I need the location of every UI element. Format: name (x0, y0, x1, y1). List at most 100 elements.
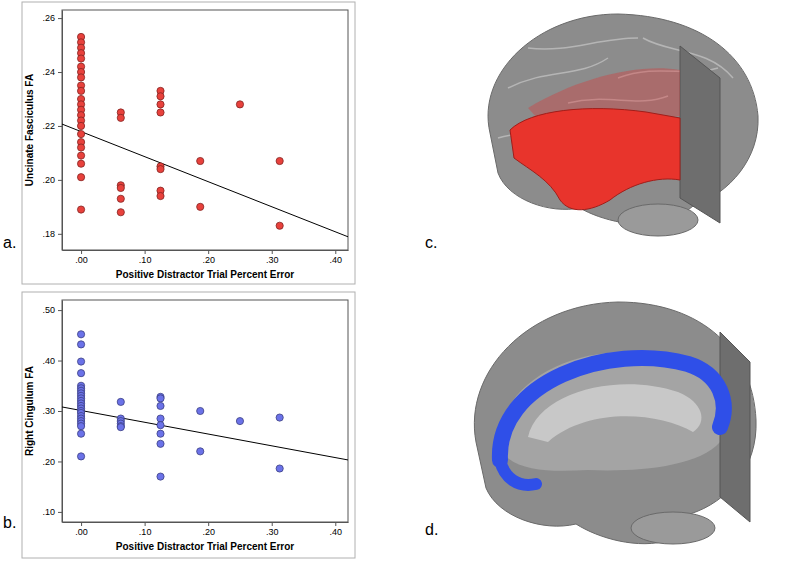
point (157, 93, 164, 100)
brain-surface (474, 302, 756, 544)
point (157, 101, 164, 108)
point (157, 422, 164, 429)
x-axis-line (63, 522, 349, 523)
point (117, 184, 124, 191)
point (77, 206, 84, 213)
y-tick-mark (58, 411, 62, 412)
y-axis-line (62, 301, 63, 523)
y-tick-label: .22 (42, 121, 55, 131)
y-tick-label: .50 (42, 305, 55, 315)
y-tick-label: .40 (42, 356, 55, 366)
point (157, 192, 164, 199)
point (236, 417, 243, 424)
y-tick: .18 (42, 229, 62, 239)
x-tick-label: .00 (75, 255, 88, 265)
cingulum-tract (500, 460, 536, 485)
x-tick: .10 (139, 522, 152, 537)
chart-panel: b. .00 .10 .20 .30 .40 .10 .20 .30 .40 .50 Positive… (3, 292, 355, 558)
x-tick-label: .20 (202, 255, 215, 265)
x-tick-label: .30 (266, 527, 279, 537)
uncinate-tract (510, 109, 680, 210)
brain-image (488, 14, 758, 236)
point (276, 465, 283, 472)
trend-line (62, 407, 348, 460)
x-tick: .40 (330, 250, 343, 265)
y-tick: .22 (42, 121, 62, 131)
y-tick-label: .26 (42, 13, 55, 23)
panel-letter: b. (3, 514, 16, 531)
panel-frame (22, 2, 355, 284)
point (276, 157, 283, 164)
point (157, 109, 164, 116)
x-tick-mark (208, 522, 209, 526)
brain-surface (488, 14, 758, 225)
x-tick-mark (335, 250, 336, 254)
trend-line (62, 124, 348, 237)
x-axis-title: Positive Distractor Trial Percent Error (116, 269, 295, 280)
x-tick-mark (81, 250, 82, 254)
point (77, 370, 84, 377)
y-axis: .10 .20 .30 .40 .50 (42, 301, 62, 523)
y-tick: .20 (42, 457, 62, 467)
x-tick-mark (145, 250, 146, 254)
point (117, 195, 124, 202)
y-tick-mark (58, 18, 62, 19)
x-tick-mark (335, 522, 336, 526)
x-tick-label: .40 (330, 255, 343, 265)
x-axis: .00 .10 .20 .30 .40 (63, 250, 349, 265)
point (77, 144, 84, 151)
y-tick-mark (58, 126, 62, 127)
x-tick-label: .00 (75, 527, 88, 537)
x-tick: .40 (330, 522, 343, 537)
figure: a..00.10.20.30.40.18.20.22.24.26Positive… (0, 0, 800, 570)
y-tick: .30 (42, 406, 62, 416)
point (77, 122, 84, 129)
panel-frame (22, 292, 355, 558)
x-tick: .00 (75, 250, 88, 265)
x-tick: .20 (202, 522, 215, 537)
medial-surface (498, 352, 729, 471)
x-tick-mark (81, 522, 82, 526)
y-tick-mark (58, 361, 62, 362)
x-tick-label: .40 (330, 527, 343, 537)
x-tick: .10 (139, 250, 152, 265)
y-tick: .20 (42, 175, 62, 185)
cingulum-tract (500, 358, 724, 460)
brain-gyrus (528, 38, 638, 49)
y-tick-mark (58, 512, 62, 513)
x-tick-label: .10 (139, 527, 152, 537)
point (157, 430, 164, 437)
point (77, 74, 84, 81)
x-tick: .20 (202, 250, 215, 265)
x-tick-mark (272, 522, 273, 526)
brain-cerebellum (618, 204, 698, 236)
x-tick: .00 (75, 522, 88, 537)
y-axis-title: Uncinate Fasciculus FA (24, 74, 35, 186)
cut-plane (680, 46, 720, 223)
point (77, 130, 84, 137)
panel-letter: d. (425, 521, 438, 538)
x-axis-title: Positive Distractor Trial Percent Error (116, 541, 295, 552)
point (77, 423, 84, 430)
y-axis-line (62, 11, 63, 251)
point (77, 453, 84, 460)
point (117, 209, 124, 216)
point (117, 424, 124, 431)
point (117, 114, 124, 121)
y-tick-mark (58, 234, 62, 235)
y-tick-label: .18 (42, 229, 55, 239)
point (157, 415, 164, 422)
point (117, 398, 124, 405)
y-axis: .18.20.22.24.26 (42, 11, 62, 251)
plot-frame (62, 10, 348, 250)
x-tick-label: .20 (202, 527, 215, 537)
point (77, 55, 84, 62)
point (77, 341, 84, 348)
x-tick-label: .30 (266, 255, 279, 265)
x-tick-mark (208, 250, 209, 254)
brain-image (474, 302, 756, 544)
y-tick: .10 (42, 507, 62, 517)
y-tick-label: .20 (42, 457, 55, 467)
x-tick-mark (272, 250, 273, 254)
corpus-callosum (528, 384, 701, 442)
